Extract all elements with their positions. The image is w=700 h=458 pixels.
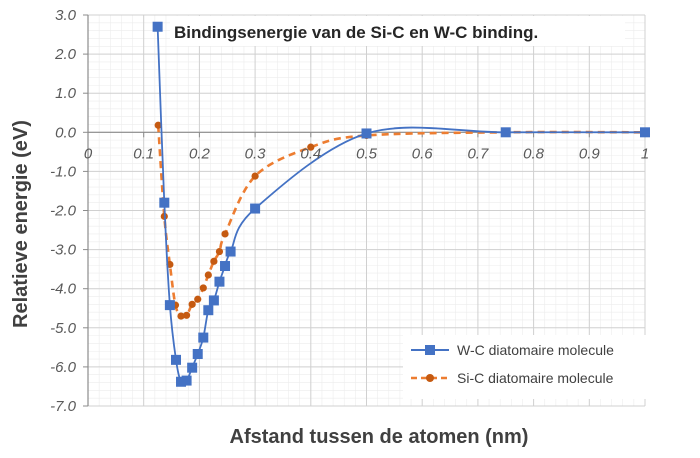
data-point-wc <box>250 203 261 214</box>
tick-labels: 0 0.1 0.2 0.3 0.4 0.5 0.6 0.7 0.8 0.9 1 3.0 2.0 1.0 0.… <box>50 7 649 415</box>
x-tick-label: 0.7 <box>467 145 489 162</box>
data-point-sic <box>307 143 315 151</box>
data-point-sic <box>154 121 162 129</box>
x-tick-label: 0 <box>84 145 93 162</box>
x-tick-label: 0.8 <box>523 145 545 162</box>
data-point-wc <box>203 305 214 316</box>
legend-label-sic: Si-C diatomaire molecule <box>457 370 614 386</box>
data-point-sic <box>221 230 229 238</box>
data-point-wc <box>192 348 203 359</box>
data-point-wc <box>361 128 372 139</box>
legend-box <box>403 335 665 399</box>
data-point-wc <box>164 300 175 311</box>
data-point-wc <box>171 354 182 365</box>
y-tick-label: 3.0 <box>55 7 77 24</box>
x-tick-label: 0.1 <box>133 145 154 162</box>
y-tick-label: -6.0 <box>50 359 77 376</box>
y-tick-label: 2.0 <box>54 46 77 63</box>
data-point-sic <box>251 172 259 180</box>
data-point-wc <box>500 127 511 138</box>
data-point-wc <box>159 197 170 208</box>
chart-title-background <box>170 16 625 46</box>
data-point-sic <box>199 284 207 292</box>
x-tick-label: 0.5 <box>356 145 378 162</box>
data-point-sic <box>182 311 191 319</box>
data-point-wc <box>181 375 192 386</box>
series-line-wc <box>156 26 646 385</box>
data-point-wc <box>640 127 650 138</box>
data-point-wc <box>187 362 198 373</box>
x-tick-label: 0.2 <box>189 145 211 162</box>
y-tick-label: -4.0 <box>50 281 77 298</box>
x-axis-title: Afstand tussen de atomen (nm) <box>230 426 529 448</box>
data-point-wc <box>176 376 187 387</box>
legend-label-wc: W-C diatomaire molecule <box>457 342 614 358</box>
data-point-wc <box>220 261 231 272</box>
x-tick-label: 1 <box>641 145 649 162</box>
x-tick-label: 0.9 <box>579 145 601 162</box>
x-tick-label: 0.6 <box>412 145 434 162</box>
y-tick-label: -2.0 <box>50 203 77 220</box>
data-point-sic <box>210 257 218 265</box>
y-tick-label: -5.0 <box>50 320 77 337</box>
data-point-wc <box>152 21 163 32</box>
y-tick-label: 1.0 <box>55 85 77 102</box>
y-tick-label: -3.0 <box>50 242 77 259</box>
data-point-wc <box>225 246 236 257</box>
data-point-wc <box>198 332 209 343</box>
data-point-sic <box>188 300 196 308</box>
y-tick-label: 0.0 <box>55 124 77 141</box>
legend-marker-sic <box>426 374 434 382</box>
data-point-wc <box>208 295 219 306</box>
x-tick-label: 0.4 <box>300 145 321 162</box>
data-point-sic <box>177 312 185 320</box>
data-point-sic <box>204 271 212 279</box>
legend: W-C diatomaire molecule Si-C diatomaire … <box>403 335 665 399</box>
y-tick-label: -1.0 <box>50 163 77 180</box>
x-tick-label: 0.3 <box>245 145 267 162</box>
y-axis-title: Relatieve energie (eV) <box>10 120 32 328</box>
series-layer <box>152 21 650 387</box>
data-point-sic <box>215 247 224 256</box>
data-point-sic <box>194 295 202 303</box>
chart-title: Bindingsenergie van de Si-C en W-C bindi… <box>174 23 538 42</box>
data-point-wc <box>214 276 225 287</box>
legend-marker-wc <box>425 345 435 355</box>
y-tick-label: -7.0 <box>50 398 77 415</box>
